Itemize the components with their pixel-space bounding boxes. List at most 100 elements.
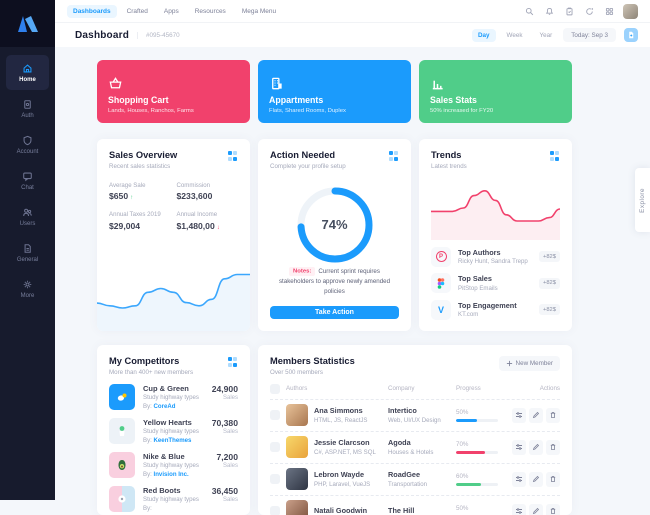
select-all-checkbox[interactable]	[270, 384, 280, 394]
range-day-button[interactable]: Day	[472, 29, 496, 42]
stat-commission: Commission $233,600	[177, 182, 239, 202]
appartments-card[interactable]: Appartments Flats, Shared Rooms, Duplex	[258, 60, 411, 123]
refresh-icon[interactable]	[583, 5, 595, 17]
table-row[interactable]: Natali Goodwin The Hill 50%	[270, 496, 560, 515]
take-action-button[interactable]: Take Action	[270, 306, 399, 319]
competitor-item[interactable]: Nike & Blue Study highway types By: Invi…	[109, 452, 238, 478]
competitor-link[interactable]: CoreAd	[154, 403, 176, 410]
nav-item-mega-menu[interactable]: Mega Menu	[236, 5, 282, 18]
trend-item-top-sales[interactable]: Top Sales PitStop Emails +82$	[431, 273, 560, 293]
trends-list: P Top Authors Ricky Hunt, Sandra Trepp +…	[419, 240, 572, 320]
toolbar-actions: Day Week Year Today: Sep 3	[472, 28, 638, 42]
table-row[interactable]: Jessie Clarcson C#, ASP.NET, MS SQL Agod…	[270, 432, 560, 464]
sidebar-item-auth[interactable]: Auth	[6, 91, 49, 126]
figma-icon	[431, 273, 451, 293]
competitor-thumbnail	[109, 418, 135, 444]
edit-action-button[interactable]	[529, 472, 543, 487]
stat-card-subtitle: 50% increased for FY20	[430, 108, 561, 114]
drag-handle-icon[interactable]	[227, 356, 239, 368]
nav-item-crafted[interactable]: Crafted	[121, 5, 154, 18]
app-logo[interactable]	[0, 0, 55, 47]
settings-action-button[interactable]	[512, 504, 526, 515]
clipboard-icon[interactable]	[563, 5, 575, 17]
delete-action-button[interactable]	[546, 408, 560, 423]
sales-stats-card[interactable]: Sales Stats 50% increased for FY20	[419, 60, 572, 123]
competitor-item[interactable]: Yellow Hearts Study highway types By: Ke…	[109, 418, 238, 444]
member-name[interactable]: Natali Goodwin	[314, 506, 367, 515]
row-checkbox[interactable]	[270, 474, 280, 484]
nav-item-dashboards[interactable]: Dashboards	[67, 5, 117, 18]
member-name[interactable]: Ana Simmons	[314, 406, 368, 415]
shopping-cart-card[interactable]: Shopping Cart Lands, Houses, Ranchos, Fa…	[97, 60, 250, 123]
stat-cards-row: Shopping Cart Lands, Houses, Ranchos, Fa…	[97, 60, 576, 123]
explore-tab[interactable]: Explore	[635, 168, 650, 232]
trend-down-icon: ↓	[217, 225, 220, 231]
row-checkbox[interactable]	[270, 410, 280, 420]
bar-chart-icon	[430, 76, 445, 91]
progress-percent: 70%	[456, 441, 512, 448]
sales-overview-card: Sales Overview Recent sales statistics A…	[97, 139, 250, 331]
settings-action-button[interactable]	[512, 408, 526, 423]
donut-percent-label: 74%	[293, 183, 377, 267]
competitor-link[interactable]: Invision Inc.	[154, 471, 189, 478]
member-name[interactable]: Jessie Clarcson	[314, 438, 376, 447]
drag-handle-icon[interactable]	[227, 150, 239, 162]
member-name[interactable]: Lebron Wayde	[314, 470, 370, 479]
competitors-card: My Competitors More than 400+ new member…	[97, 345, 250, 515]
competitor-item[interactable]: Cup & Green Study highway types By: Core…	[109, 384, 238, 410]
edit-action-button[interactable]	[529, 408, 543, 423]
sidebar-item-general[interactable]: General	[6, 235, 49, 270]
edit-action-button[interactable]	[529, 440, 543, 455]
action-needed-body: 74% Notes:Current sprint requires stakeh…	[258, 170, 411, 330]
settings-action-button[interactable]	[512, 440, 526, 455]
table-row[interactable]: Lebron Wayde PHP, Laravel, VueJS RoadGee…	[270, 464, 560, 496]
competitors-list: Cup & Green Study highway types By: Core…	[97, 376, 250, 512]
competitor-link[interactable]: KeenThemes	[154, 437, 192, 444]
new-member-button[interactable]: New Member	[499, 356, 560, 371]
user-avatar[interactable]	[623, 4, 638, 19]
progress-bar	[456, 483, 498, 486]
shield-icon	[22, 135, 33, 146]
table-row[interactable]: Ana Simmons HTML, JS, ReactJS Intertico …	[270, 400, 560, 432]
card-title: Trends	[431, 150, 467, 160]
company-name: The Hill	[388, 506, 456, 515]
nav-item-resources[interactable]: Resources	[189, 5, 232, 18]
delete-action-button[interactable]	[546, 504, 560, 515]
sidebar-item-chat[interactable]: Chat	[6, 163, 49, 198]
sidebar-menu: Home Auth Account Chat Users General Mor…	[0, 47, 55, 314]
today-button[interactable]: Today: Sep 3	[563, 28, 616, 42]
range-week-button[interactable]: Week	[501, 29, 529, 42]
trend-item-top-authors[interactable]: P Top Authors Ricky Hunt, Sandra Trepp +…	[431, 247, 560, 267]
logo-icon	[17, 15, 39, 32]
nav-item-apps[interactable]: Apps	[158, 5, 185, 18]
apps-grid-icon[interactable]	[603, 5, 615, 17]
sidebar-item-label: Chat	[21, 185, 34, 191]
drag-handle-icon[interactable]	[388, 150, 400, 162]
new-document-button[interactable]	[624, 28, 638, 42]
avatar	[286, 468, 308, 490]
row-checkbox[interactable]	[270, 506, 280, 515]
edit-action-button[interactable]	[529, 504, 543, 515]
top-menu: Dashboards Crafted Apps Resources Mega M…	[67, 5, 282, 18]
page-title: Dashboard	[75, 30, 129, 41]
drag-handle-icon[interactable]	[549, 150, 561, 162]
delete-action-button[interactable]	[546, 440, 560, 455]
range-year-button[interactable]: Year	[534, 29, 559, 42]
settings-action-button[interactable]	[512, 472, 526, 487]
chat-icon	[22, 171, 33, 182]
sidebar-item-account[interactable]: Account	[6, 127, 49, 162]
bell-icon[interactable]	[543, 5, 555, 17]
delete-action-button[interactable]	[546, 472, 560, 487]
trend-item-top-engagement[interactable]: V Top Engagement KT.com +82$	[431, 300, 560, 320]
sidebar-item-home[interactable]: Home	[6, 55, 49, 90]
content: Shopping Cart Lands, Houses, Ranchos, Fa…	[55, 47, 576, 515]
stat-card-subtitle: Lands, Houses, Ranchos, Farms	[108, 108, 239, 114]
sidebar: Home Auth Account Chat Users General Mor…	[0, 0, 55, 500]
search-icon[interactable]	[523, 5, 535, 17]
competitor-item[interactable]: Red Boots Study highway types By: 36,450…	[109, 486, 238, 512]
sidebar-item-users[interactable]: Users	[6, 199, 49, 234]
sidebar-item-more[interactable]: More	[6, 271, 49, 306]
building-icon	[269, 76, 284, 91]
row-checkbox[interactable]	[270, 442, 280, 452]
progress-bar	[456, 419, 498, 422]
